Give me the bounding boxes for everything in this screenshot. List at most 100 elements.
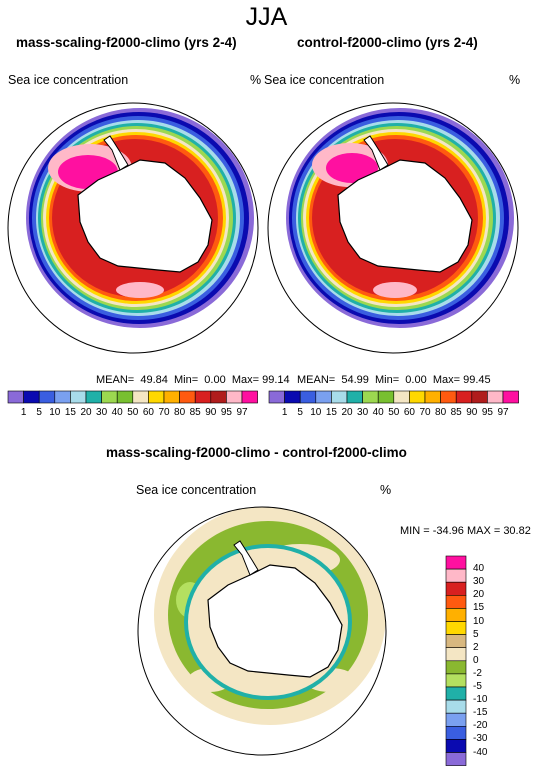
right-stats: MEAN= 54.99 Min= 0.00 Max= 99.45 xyxy=(297,374,491,386)
right-colorbar-tick-label: 90 xyxy=(466,407,478,418)
left-panel-title: mass-scaling-f2000-climo (yrs 2-4) xyxy=(16,35,237,50)
left-colorbar-tick-label: 97 xyxy=(236,407,248,418)
left-colorbar-swatch xyxy=(116,390,134,404)
left-colorbar-swatch xyxy=(85,390,102,404)
diff-colorbar-swatch xyxy=(445,725,467,740)
right-colorbar-tick-label: 40 xyxy=(372,407,384,418)
left-colorbar-tick-label: 90 xyxy=(205,407,217,418)
right-colorbar-swatch xyxy=(377,390,395,404)
left-colorbar-tick-label: 85 xyxy=(189,407,201,418)
diff-map-border xyxy=(137,506,387,756)
diff-colorbar-tick-label: 30 xyxy=(473,576,485,588)
left-colorbar-swatch xyxy=(241,390,258,404)
right-colorbar-tick-label: 15 xyxy=(325,407,337,418)
right-colorbar-swatch xyxy=(409,390,426,404)
diff-colorbar-swatch xyxy=(445,621,467,635)
diff-colorbar-tick-label: 10 xyxy=(473,615,485,627)
left-colorbar-tick-label: 15 xyxy=(64,407,76,418)
diff-minmax: MIN = -34.96 MAX = 30.82 xyxy=(400,525,531,537)
left-colorbar-swatch xyxy=(70,390,87,404)
diff-colorbar-swatch xyxy=(445,686,467,701)
left-colorbar-tick-label: 70 xyxy=(158,407,170,418)
right-colorbar-swatch xyxy=(331,390,348,404)
main-title: JJA xyxy=(245,3,288,31)
right-colorbar-swatch xyxy=(315,390,332,404)
diff-colorbar-swatch xyxy=(445,568,467,583)
right-colorbar-tick-label: 20 xyxy=(341,407,353,418)
diff-colorbar-tick-label: -30 xyxy=(473,733,488,745)
right-map-border xyxy=(267,102,519,354)
left-colorbar-tick-label: 5 xyxy=(36,407,42,418)
diff-colorbar-swatch xyxy=(445,647,467,662)
diff-colorbar-tick-label: -10 xyxy=(473,694,488,706)
left-colorbar-swatch xyxy=(163,390,180,404)
right-polar-map xyxy=(268,103,518,353)
diff-colorbar-tick-label: -5 xyxy=(473,681,482,692)
diff-colorbar-swatch xyxy=(445,634,467,648)
left-colorbar-swatch xyxy=(210,390,227,404)
diff-polar-map xyxy=(138,507,386,755)
right-colorbar-swatch xyxy=(487,390,504,404)
diff-colorbar-tick-label: 15 xyxy=(473,602,485,614)
right-colorbar-tick-label: 60 xyxy=(403,407,415,418)
diff-variable-label: Sea ice concentration xyxy=(136,483,257,497)
right-colorbar-swatch xyxy=(284,390,301,404)
right-colorbar-swatch xyxy=(393,390,410,404)
diff-panel-title: mass-scaling-f2000-climo - control-f2000… xyxy=(106,445,407,460)
diff-colorbar-tick-label: 5 xyxy=(473,628,479,640)
right-colorbar-tick-label: 5 xyxy=(297,407,303,418)
right-colorbar-swatch xyxy=(440,390,457,404)
left-colorbar-tick-label: 30 xyxy=(96,407,108,418)
left-colorbar-tick-label: 10 xyxy=(49,407,61,418)
right-colorbar-swatch xyxy=(268,390,285,404)
left-colorbar-tick-label: 20 xyxy=(80,407,92,418)
left-colorbar-tick-label: 40 xyxy=(111,407,123,418)
right-colorbar-tick-label: 95 xyxy=(481,407,493,418)
left-colorbar-swatch xyxy=(54,390,71,404)
left-units-label: % xyxy=(250,73,262,87)
diff-colorbar-swatch xyxy=(445,712,467,727)
right-colorbar-tick-label: 1 xyxy=(281,407,288,418)
right-colorbar-tick-label: 50 xyxy=(388,407,400,418)
diff-colorbar-swatch xyxy=(445,608,467,622)
left-colorbar-swatch xyxy=(148,390,165,404)
left-colorbar-swatch xyxy=(101,390,118,404)
right-colorbar-tick-label: 70 xyxy=(419,407,431,418)
left-colorbar-tick-label: 1 xyxy=(20,407,27,418)
diff-colorbar-swatch xyxy=(445,739,467,753)
diff-colorbar-tick-label: -2 xyxy=(473,667,482,679)
right-colorbar-swatch xyxy=(424,390,441,404)
diff-colorbar xyxy=(445,555,467,766)
left-colorbar xyxy=(7,390,258,404)
left-polar-map xyxy=(8,103,258,353)
right-colorbar-swatch xyxy=(346,390,363,404)
diff-colorbar-swatch xyxy=(445,581,467,596)
left-colorbar-tick-label: 80 xyxy=(174,407,186,418)
diff-colorbar-swatch xyxy=(445,699,467,714)
diff-colorbar-tick-label: 40 xyxy=(473,563,485,575)
left-colorbar-tick-label: 95 xyxy=(220,407,232,418)
diff-colorbar-tick-label: 0 xyxy=(473,654,479,666)
left-map-border xyxy=(7,102,259,354)
right-colorbar-tick-label: 97 xyxy=(497,407,509,418)
left-colorbar-swatch xyxy=(179,390,196,404)
left-colorbar-tick-label: 50 xyxy=(127,407,139,418)
diff-colorbar-tick-label: 2 xyxy=(473,641,479,653)
right-units-label: % xyxy=(509,73,521,87)
right-colorbar-tick-label: 85 xyxy=(450,407,462,418)
right-colorbar-tick-label: 80 xyxy=(435,407,447,418)
diff-colorbar-swatch xyxy=(445,594,467,609)
left-colorbar-swatch xyxy=(132,390,149,404)
right-colorbar-tick-label: 10 xyxy=(310,407,322,418)
left-colorbar-swatch xyxy=(7,390,24,404)
right-colorbar xyxy=(268,390,519,404)
diff-colorbar-tick-label: -40 xyxy=(473,746,488,758)
left-colorbar-tick-label: 60 xyxy=(142,407,154,418)
left-colorbar-swatch xyxy=(226,390,243,404)
left-colorbar-swatch xyxy=(38,390,56,404)
right-colorbar-swatch xyxy=(502,390,519,404)
diff-colorbar-swatch xyxy=(445,673,467,688)
diff-units-label: % xyxy=(380,483,392,497)
left-colorbar-swatch xyxy=(194,390,212,404)
